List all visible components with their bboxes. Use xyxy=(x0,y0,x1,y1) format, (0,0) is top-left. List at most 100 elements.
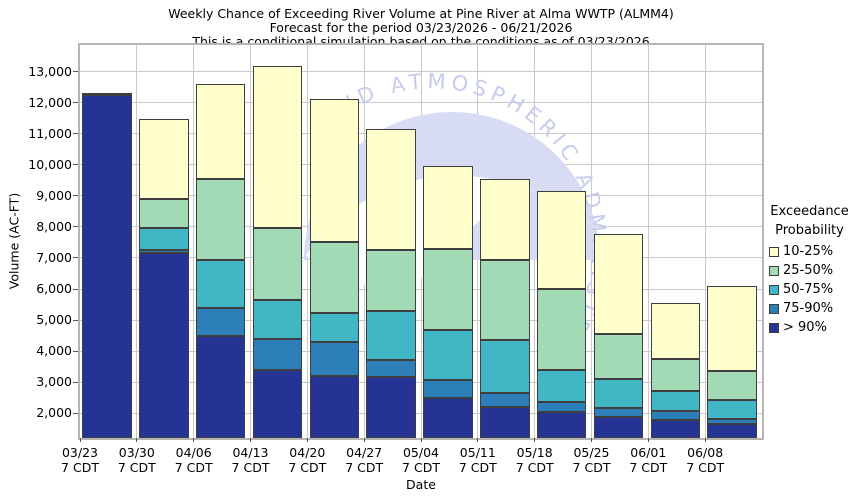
x-tick-date: 04/27 xyxy=(346,445,383,460)
chart-title-block: Weekly Chance of Exceeding River Volume … xyxy=(80,7,762,49)
y-tick-label: 5,000 xyxy=(36,312,72,328)
bar-segment xyxy=(195,178,246,260)
x-grid-line xyxy=(193,45,195,438)
bar-segment xyxy=(82,92,132,95)
x-tick-time: 7 CDT xyxy=(288,460,327,475)
x-tick-time: 7 CDT xyxy=(686,460,725,475)
x-grid-line xyxy=(704,45,706,438)
bar-segment xyxy=(480,259,530,341)
x-tick-mark xyxy=(477,438,479,442)
noaa-emblem-wingtip-upper xyxy=(504,133,538,164)
legend-label: 50-75% xyxy=(783,282,834,297)
bar-segment xyxy=(309,99,360,243)
bar-segment xyxy=(650,358,701,392)
bar-segment xyxy=(650,302,701,359)
plot-area: AND ATMOSPHERIC ADMINISTR 2,0003,0004,00… xyxy=(28,45,762,475)
y-tick-mark xyxy=(73,164,78,166)
bar-segment xyxy=(139,118,189,200)
legend-label: 75-90% xyxy=(783,301,834,316)
bar-segment xyxy=(707,418,757,425)
x-tick-mark xyxy=(647,438,649,442)
x-tick-date: 05/11 xyxy=(459,445,496,460)
x-tick-label: 04/06 7 CDT xyxy=(175,445,213,475)
x-grid-line xyxy=(534,45,536,438)
y-axis-title: Volume (AC-FT) xyxy=(6,192,22,290)
x-tick-time: 7 CDT xyxy=(402,460,440,475)
bar-segment xyxy=(195,335,246,438)
x-tick-date: 04/13 xyxy=(232,445,269,460)
x-tick-date: 05/18 xyxy=(516,445,553,460)
x-tick-label: 05/25 7 CDT xyxy=(573,445,611,475)
bar-segment xyxy=(650,419,701,438)
y-tick-label: 3,000 xyxy=(36,374,72,390)
y-tick-label: 2,000 xyxy=(36,405,72,421)
x-tick-label: 04/27 7 CDT xyxy=(345,445,383,475)
bar-segment xyxy=(195,259,246,308)
x-tick-date: 03/23 xyxy=(61,445,99,460)
x-tick-mark xyxy=(420,438,422,442)
x-tick-time: 7 CDT xyxy=(231,460,270,475)
x-tick-time: 7 CDT xyxy=(117,460,156,475)
x-tick-mark xyxy=(704,438,706,442)
legend-label: > 90% xyxy=(783,320,827,335)
x-tick-mark xyxy=(534,438,536,442)
bar-segment xyxy=(480,340,530,393)
x-tick-mark xyxy=(193,438,195,442)
bar-segment xyxy=(139,228,189,251)
x-tick-date: 04/20 xyxy=(289,445,326,460)
y-tick-label: 4,000 xyxy=(36,343,72,359)
chart-title-line1: Weekly Chance of Exceeding River Volume … xyxy=(168,6,674,21)
bar-segment xyxy=(82,94,132,438)
bar-segment xyxy=(366,311,416,361)
y-tick-mark xyxy=(73,319,78,321)
y-tick-label: 8,000 xyxy=(36,218,72,234)
legend: Exceedance Probability 10-25% 25-50% 50-75… xyxy=(769,202,850,341)
bar-segment xyxy=(252,228,303,300)
legend-label: 10-25% xyxy=(783,244,834,259)
x-tick-mark xyxy=(306,438,308,442)
legend-swatch xyxy=(769,284,779,295)
bar-segment xyxy=(707,424,757,438)
bar-segment xyxy=(252,370,303,438)
x-tick-time: 7 CDT xyxy=(458,460,497,475)
bar-segment xyxy=(536,288,587,370)
bar-segment xyxy=(366,128,416,250)
x-tick-mark xyxy=(250,438,251,442)
bar-segment xyxy=(593,407,644,418)
x-tick-date: 05/04 xyxy=(402,445,440,460)
x-tick-label: 05/11 7 CDT xyxy=(459,445,497,475)
x-tick-label: 05/04 7 CDT xyxy=(402,445,440,475)
bar-segment xyxy=(536,402,587,412)
bar-segment xyxy=(650,411,701,420)
y-tick-label: 7,000 xyxy=(36,249,72,265)
x-tick-date: 04/06 xyxy=(175,445,212,460)
bar-segment xyxy=(252,299,303,339)
bar-segment xyxy=(309,242,360,314)
legend-entry: 75-90% xyxy=(769,301,850,316)
x-grid-line xyxy=(136,45,138,438)
legend-entry: 25-50% xyxy=(769,263,850,278)
bar-segment xyxy=(252,338,303,371)
x-grid-line xyxy=(363,45,365,438)
y-tick-mark xyxy=(73,257,78,259)
bar-segment xyxy=(707,370,757,401)
y-tick-mark xyxy=(73,350,78,352)
y-tick-mark xyxy=(73,133,78,135)
x-tick-mark xyxy=(136,438,138,442)
x-tick-label: 03/30 7 CDT xyxy=(118,445,156,475)
legend-swatch xyxy=(769,265,779,276)
bar-segment xyxy=(593,379,644,408)
bar-segment xyxy=(366,360,416,377)
x-tick-label: 03/23 7 CDT xyxy=(61,445,99,475)
y-tick-mark xyxy=(73,71,78,73)
bar-segment xyxy=(195,84,246,179)
y-tick-mark xyxy=(73,226,78,228)
x-tick-label: 04/13 7 CDT xyxy=(232,445,270,475)
bar-segment xyxy=(139,253,189,438)
x-grid-line xyxy=(591,45,592,438)
bar-segment xyxy=(536,411,587,438)
bar-segment xyxy=(139,250,189,254)
legend-entry: 10-25% xyxy=(769,244,850,259)
x-tick-date: 06/08 xyxy=(687,445,724,460)
x-tick-mark xyxy=(363,438,365,442)
